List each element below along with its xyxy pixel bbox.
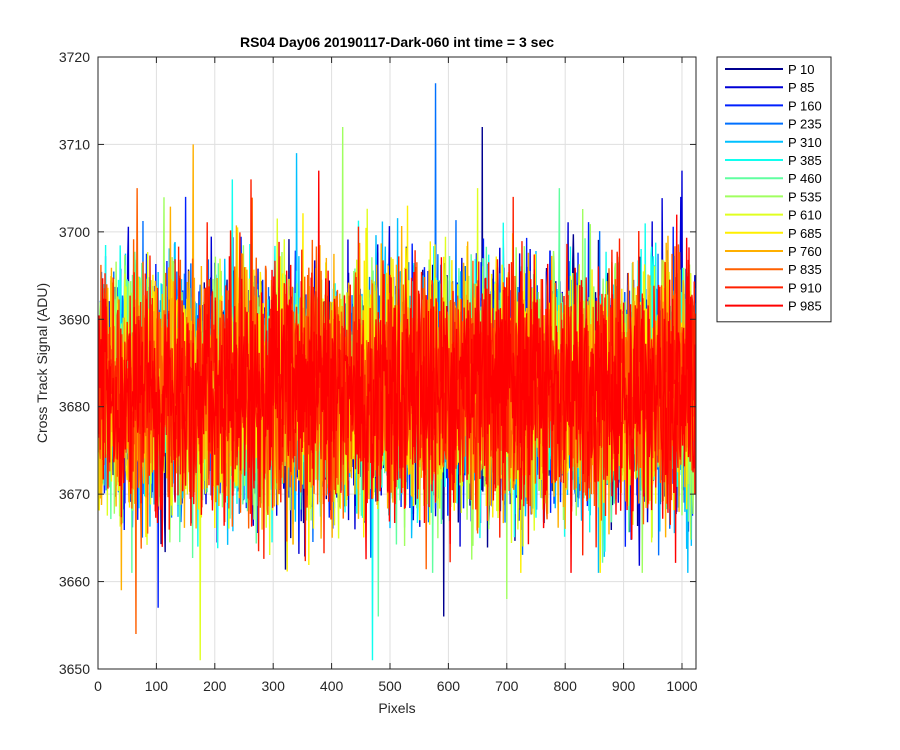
x-tick-label: 1000 bbox=[666, 678, 697, 694]
x-tick-label: 200 bbox=[203, 678, 227, 694]
legend-label: P 160 bbox=[788, 98, 822, 113]
series-layer bbox=[98, 83, 696, 661]
x-tick-label: 700 bbox=[495, 678, 519, 694]
x-tick-label: 600 bbox=[437, 678, 461, 694]
legend-label: P 535 bbox=[788, 189, 822, 204]
x-tick-label: 0 bbox=[94, 678, 102, 694]
y-tick-label: 3700 bbox=[59, 224, 90, 240]
legend-label: P 610 bbox=[788, 208, 822, 223]
y-tick-label: 3650 bbox=[59, 661, 90, 677]
y-axis-label: Cross Track Signal (ADU) bbox=[34, 283, 50, 443]
legend-label: P 985 bbox=[788, 299, 822, 314]
legend-label: P 310 bbox=[788, 135, 822, 150]
legend-label: P 835 bbox=[788, 262, 822, 277]
x-tick-label: 100 bbox=[145, 678, 169, 694]
legend-box bbox=[716, 56, 832, 323]
axes: 0 100 200 300 400 500 600 700 800 900 1000 3650 3660… bbox=[59, 49, 698, 694]
y-tick-label: 3690 bbox=[59, 311, 90, 327]
y-tick-label: 3720 bbox=[59, 49, 90, 65]
x-tick-label: 400 bbox=[320, 678, 344, 694]
series-line-p985 bbox=[98, 170, 696, 573]
legend-label: P 385 bbox=[788, 153, 822, 168]
axes-box bbox=[97, 56, 697, 670]
y-tick-label: 3680 bbox=[59, 399, 90, 415]
legend-label: P 10 bbox=[788, 62, 815, 77]
legend-label: P 85 bbox=[788, 80, 815, 95]
legend-label: P 235 bbox=[788, 117, 822, 132]
x-tick-label: 500 bbox=[378, 678, 402, 694]
x-tick-label: 900 bbox=[612, 678, 636, 694]
chart-title: RS04 Day06 20190117-Dark-060 int time = … bbox=[240, 34, 554, 50]
x-tick-label: 300 bbox=[262, 678, 286, 694]
legend-label: P 910 bbox=[788, 280, 822, 295]
y-tick-label: 3710 bbox=[59, 136, 90, 152]
legend-label: P 760 bbox=[788, 244, 822, 259]
x-tick-label: 800 bbox=[554, 678, 578, 694]
legend-label: P 685 bbox=[788, 226, 822, 241]
legend: P 10 P 85 P 160 P 235 P 310 P 385 P 460 P 535 P … bbox=[716, 56, 832, 323]
y-tick-label: 3670 bbox=[59, 486, 90, 502]
x-axis-label: Pixels bbox=[378, 700, 415, 716]
y-tick-label: 3660 bbox=[59, 574, 90, 590]
legend-label: P 460 bbox=[788, 171, 822, 186]
